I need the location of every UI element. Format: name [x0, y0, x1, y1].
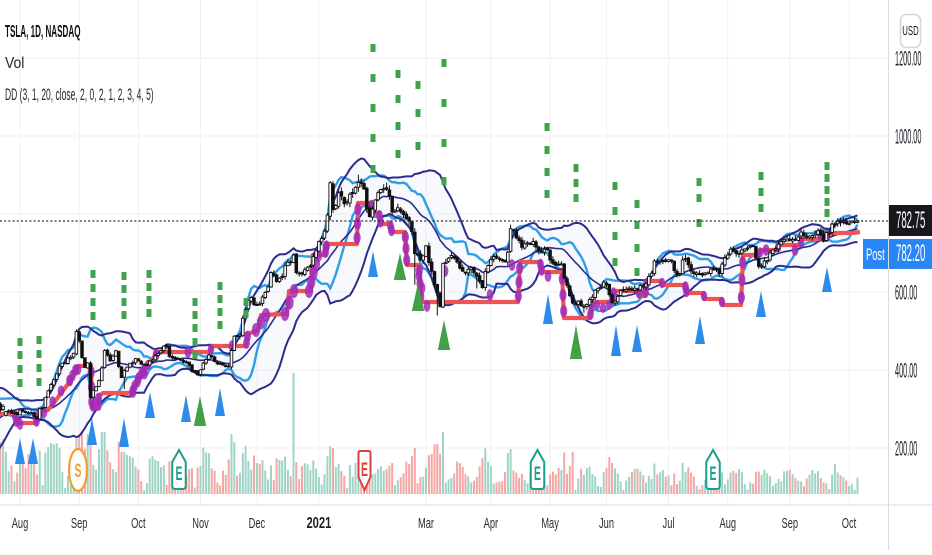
svg-text:Post: Post — [866, 245, 885, 264]
svg-text:Jul: Jul — [663, 515, 675, 532]
svg-text:1000.00: 1000.00 — [895, 125, 921, 149]
svg-text:Sep: Sep — [71, 515, 88, 532]
svg-text:E: E — [534, 464, 541, 485]
svg-text:Sep: Sep — [782, 515, 799, 532]
svg-text:600.00: 600.00 — [895, 281, 917, 305]
svg-text:DD (3, 1, 20, close, 2, 0, 2,: DD (3, 1, 20, close, 2, 0, 2, 1, 2, 3, 4… — [5, 85, 154, 104]
svg-text:E: E — [176, 464, 183, 485]
svg-text:Aug: Aug — [720, 515, 737, 532]
svg-text:Mar: Mar — [418, 515, 434, 532]
svg-text:TSLA, 1D, NASDAQ: TSLA, 1D, NASDAQ — [5, 20, 81, 41]
svg-text:782.75: 782.75 — [896, 206, 925, 234]
svg-text:Aug: Aug — [12, 515, 29, 532]
svg-text:Jun: Jun — [599, 515, 614, 532]
svg-text:E: E — [710, 464, 717, 485]
svg-text:Dec: Dec — [249, 515, 266, 532]
svg-text:May: May — [541, 515, 559, 532]
svg-text:Apr: Apr — [484, 515, 498, 532]
svg-text:S: S — [75, 461, 82, 482]
svg-text:1200.00: 1200.00 — [895, 47, 921, 71]
svg-text:Oct: Oct — [842, 515, 857, 532]
svg-text:2021: 2021 — [306, 513, 331, 532]
svg-text:E: E — [361, 460, 368, 481]
svg-text:400.00: 400.00 — [895, 359, 917, 383]
svg-text:782.20: 782.20 — [896, 239, 925, 267]
svg-text:Vol: Vol — [5, 55, 24, 72]
svg-text:200.00: 200.00 — [895, 437, 917, 461]
svg-text:USD: USD — [902, 24, 919, 39]
svg-text:Nov: Nov — [192, 515, 209, 532]
svg-text:Oct: Oct — [131, 515, 146, 532]
